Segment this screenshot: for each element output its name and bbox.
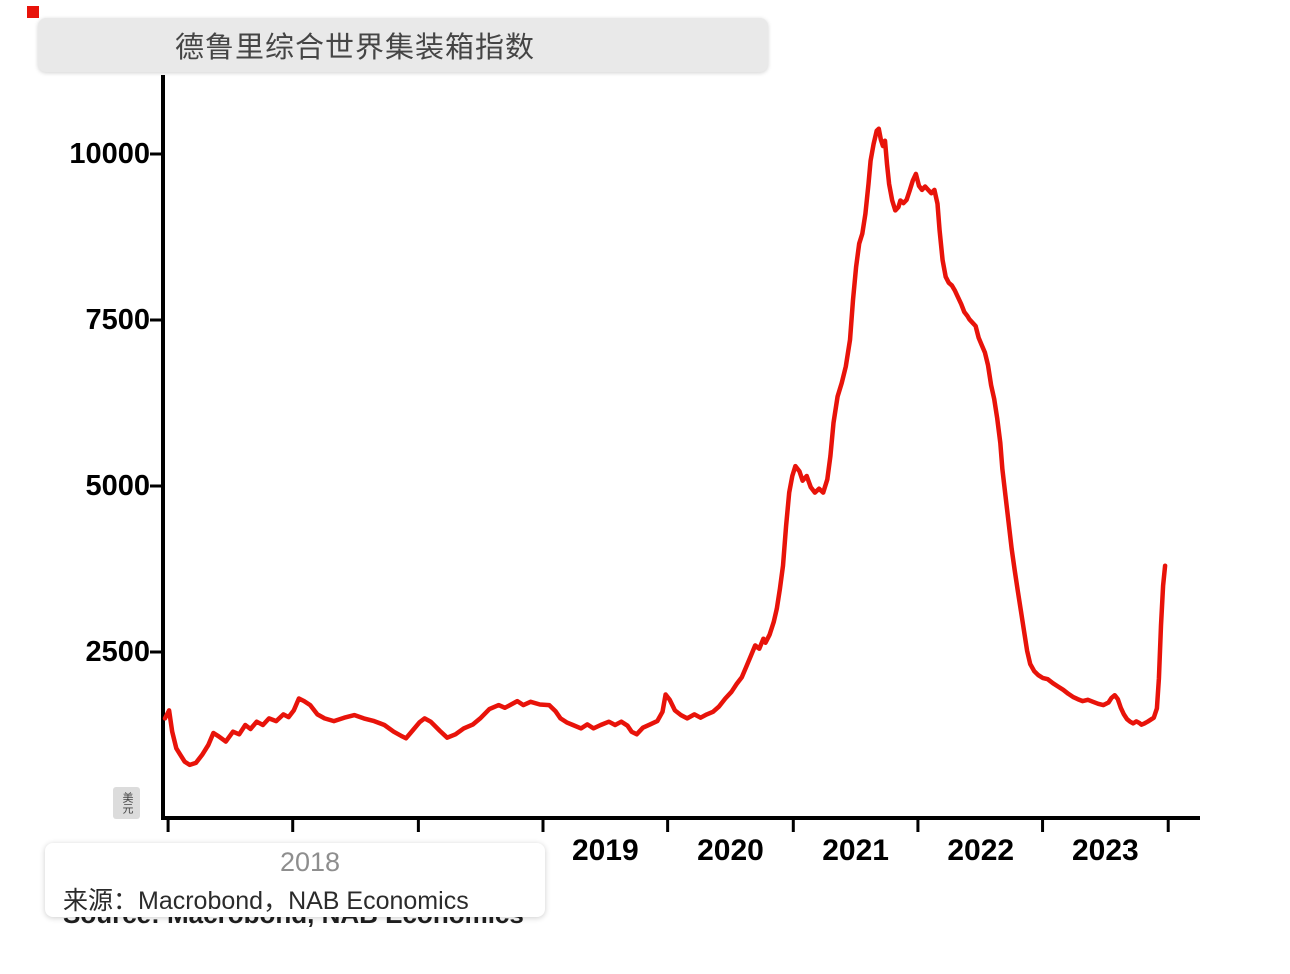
y-axis-unit-overlay: 美元 <box>113 787 140 819</box>
source-overlay-box: 2018 来源：Macrobond，NAB Economics <box>45 843 545 917</box>
x-tick-label: 2022 <box>947 834 1015 867</box>
x-tick-label: 2020 <box>697 834 764 867</box>
y-axis-unit-label: 美元 <box>121 792 133 814</box>
title-overlay-box: 德鲁里综合世界集装箱指数 <box>38 18 768 72</box>
x-axis-label-2018: 2018 <box>279 847 341 877</box>
x-tick-label: 2019 <box>571 834 639 867</box>
data-series-line <box>162 126 1168 768</box>
page-title: 德鲁里综合世界集装箱指数 <box>175 32 536 64</box>
red-mark <box>27 6 39 18</box>
y-tick-label: 5000 <box>85 470 150 502</box>
y-tick-label: 10000 <box>69 138 150 170</box>
x-tick-label: 2021 <box>822 834 889 867</box>
x-tick-label: 2023 <box>1072 834 1139 867</box>
y-tick-label: 7500 <box>85 304 150 336</box>
y-tick-label: 2500 <box>85 636 150 668</box>
source-text-translated: 来源：Macrobond，NAB Economics <box>63 887 469 915</box>
